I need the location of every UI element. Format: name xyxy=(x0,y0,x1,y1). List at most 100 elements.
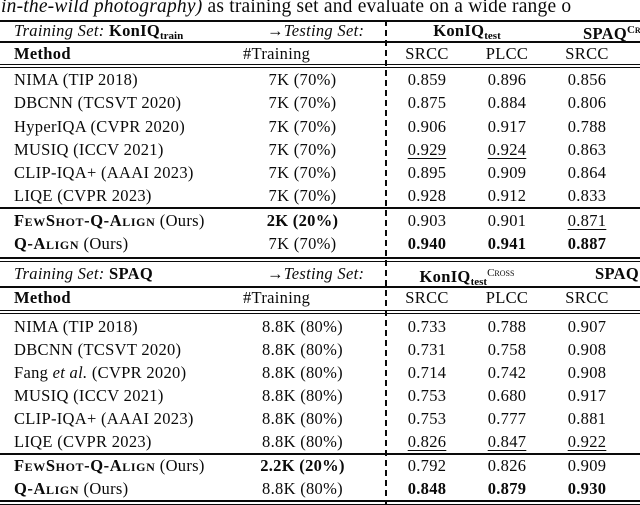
srcc2-column-header: SRCC xyxy=(565,43,609,63)
srcc2-value: 0.908 xyxy=(567,339,607,359)
column-group-spaq-cross: SPAQCross xyxy=(583,21,640,43)
rule-double-3b xyxy=(0,312,640,314)
table-row-qalign-ours: Q-Align (Ours) 7K (70%) 0.940 0.941 0.88… xyxy=(0,232,640,255)
srcc-column-header: SRCC xyxy=(405,43,449,63)
srcc-value: 0.903 xyxy=(407,210,447,230)
method-cell: Fang et al. (CVPR 2020) xyxy=(14,361,239,384)
plcc-value: 0.777 xyxy=(487,408,527,428)
group1-name: KonIQ xyxy=(419,267,471,286)
srcc-value: 0.875 xyxy=(407,93,447,113)
training-set-label: Training Set: xyxy=(14,264,105,283)
column-divider-dashed xyxy=(385,20,387,505)
training-set-subscript: train xyxy=(160,30,184,42)
training-column-header: #Training xyxy=(243,43,311,63)
training-count-cell: 8.8K (80%) xyxy=(262,408,343,428)
plcc-value: 0.941 xyxy=(487,234,527,254)
group1-subscript: test xyxy=(484,30,501,42)
table-row: MUSIQ (ICCV 2021) 7K (70%) 0.929 0.924 0… xyxy=(0,138,640,161)
table-row: MUSIQ (ICCV 2021) 8.8K (80%) 0.753 0.680… xyxy=(0,384,640,407)
srcc2-value: 0.909 xyxy=(567,456,607,476)
table-row-fewshot-ours: FewShot-Q-Align (Ours) 2K (20%) 0.903 0.… xyxy=(0,209,640,232)
training-count-cell: 7K (70%) xyxy=(268,139,337,159)
table-row: HyperIQA (CVPR 2020) 7K (70%) 0.906 0.91… xyxy=(0,115,640,138)
method-cell: MUSIQ (ICCV 2021) xyxy=(14,385,164,405)
testing-set-label: →Testing Set: xyxy=(267,264,365,283)
training-count-cell: 8.8K (80%) xyxy=(262,385,343,405)
plcc-value: 0.884 xyxy=(487,93,527,113)
method-post: (CVPR 2020) xyxy=(87,362,187,382)
srcc2-value: 0.907 xyxy=(567,316,607,336)
group1-subscript: test xyxy=(470,276,488,288)
caption-italic-text: in-the-wild photography) xyxy=(1,0,203,17)
method-cell: FewShot-Q-Align (Ours) xyxy=(14,455,239,478)
method-name-smallcaps: FewShot-Q-Align xyxy=(14,456,156,476)
rule-above-ours-2 xyxy=(0,453,640,456)
rule-below-section2-header xyxy=(0,286,640,288)
method-name-smallcaps: Q-Align xyxy=(14,234,80,254)
srcc2-value: 0.930 xyxy=(567,479,607,499)
plcc-column-header: PLCC xyxy=(485,288,529,307)
training-count-cell: 7K (70%) xyxy=(268,116,337,136)
method-cell: LIQE (CVPR 2023) xyxy=(14,185,152,205)
table-row: NIMA (TIP 2018) 7K (70%) 0.859 0.896 0.8… xyxy=(0,68,640,91)
srcc-value: 0.859 xyxy=(407,70,447,90)
method-name-smallcaps: Q-Align xyxy=(14,479,80,499)
training-count-cell: 8.8K (80%) xyxy=(262,316,343,336)
rule-double-1a xyxy=(0,64,640,66)
srcc-value: 0.731 xyxy=(407,339,447,359)
plcc-value: 0.917 xyxy=(487,116,527,136)
training-count-cell: 7K (70%) xyxy=(268,70,337,90)
training-count-cell: 2K (20%) xyxy=(266,210,339,230)
plcc-value: 0.901 xyxy=(487,210,527,230)
group2-name: SPAQ xyxy=(595,264,639,283)
training-set-cell: Training Set: KonIQtrain xyxy=(14,21,239,42)
method-suffix: (Ours) xyxy=(79,234,129,254)
rule-double-1b xyxy=(0,67,640,69)
srcc-value: 0.940 xyxy=(407,234,447,254)
srcc-value: 0.929 xyxy=(407,139,447,159)
method-pre: Fang xyxy=(14,362,53,382)
training-set-label: Training Set: xyxy=(14,21,105,40)
srcc-value: 0.733 xyxy=(407,316,447,336)
table-caption-line: in-the-wild photography) as training set… xyxy=(1,0,571,20)
method-cell: DBCNN (TCSVT 2020) xyxy=(14,339,182,359)
srcc2-column-header: SRCC xyxy=(565,288,609,307)
table-row: CLIP-IQA+ (AAAI 2023) 7K (70%) 0.895 0.9… xyxy=(0,161,640,184)
plcc-value: 0.826 xyxy=(487,456,527,476)
method-cell: NIMA (TIP 2018) xyxy=(14,316,138,336)
training-set-name: SPAQ xyxy=(108,264,153,283)
srcc2-value: 0.917 xyxy=(567,385,607,405)
training-count-cell: 7K (70%) xyxy=(268,93,337,113)
rule-double-2b xyxy=(0,261,640,263)
section2-header-row: Training Set: SPAQ →Testing Set: KonIQte… xyxy=(0,263,640,288)
training-count-cell: 8.8K (80%) xyxy=(262,362,343,382)
plcc-column-header: PLCC xyxy=(485,43,529,63)
testing-set-label: →Testing Set: xyxy=(267,21,365,40)
srcc2-value: 0.788 xyxy=(567,116,607,136)
srcc2-value: 0.908 xyxy=(567,362,607,382)
group2-name: SPAQ xyxy=(583,24,627,43)
plcc-value: 0.680 xyxy=(487,385,527,405)
method-cell: Q-Align (Ours) xyxy=(14,232,239,255)
srcc-value: 0.753 xyxy=(407,408,447,428)
rule-bottom-b xyxy=(0,503,640,505)
rule-top xyxy=(0,20,640,22)
method-cell: DBCNN (TCSVT 2020) xyxy=(14,93,182,113)
plcc-value: 0.912 xyxy=(487,185,527,205)
table-row: CLIP-IQA+ (AAAI 2023) 8.8K (80%) 0.753 0… xyxy=(0,407,640,430)
method-cell: FewShot-Q-Align (Ours) xyxy=(14,209,239,232)
table-row: LIQE (CVPR 2023) 8.8K (80%) 0.826 0.847 … xyxy=(0,430,640,453)
srcc-value: 0.895 xyxy=(407,162,447,182)
srcc-column-header: SRCC xyxy=(405,288,449,307)
plcc-value: 0.909 xyxy=(487,162,527,182)
rule-below-section1-header xyxy=(0,41,640,43)
training-count-cell: 7K (70%) xyxy=(268,162,337,182)
plcc-value: 0.742 xyxy=(487,362,527,382)
method-name-smallcaps: FewShot-Q-Align xyxy=(14,210,156,230)
srcc-value: 0.848 xyxy=(407,479,447,499)
training-count-cell: 8.8K (80%) xyxy=(262,339,343,359)
srcc-value: 0.906 xyxy=(407,116,447,136)
training-column-header: #Training xyxy=(243,288,311,307)
method-cell: HyperIQA (CVPR 2020) xyxy=(14,116,185,136)
rule-above-ours-1 xyxy=(0,207,640,209)
